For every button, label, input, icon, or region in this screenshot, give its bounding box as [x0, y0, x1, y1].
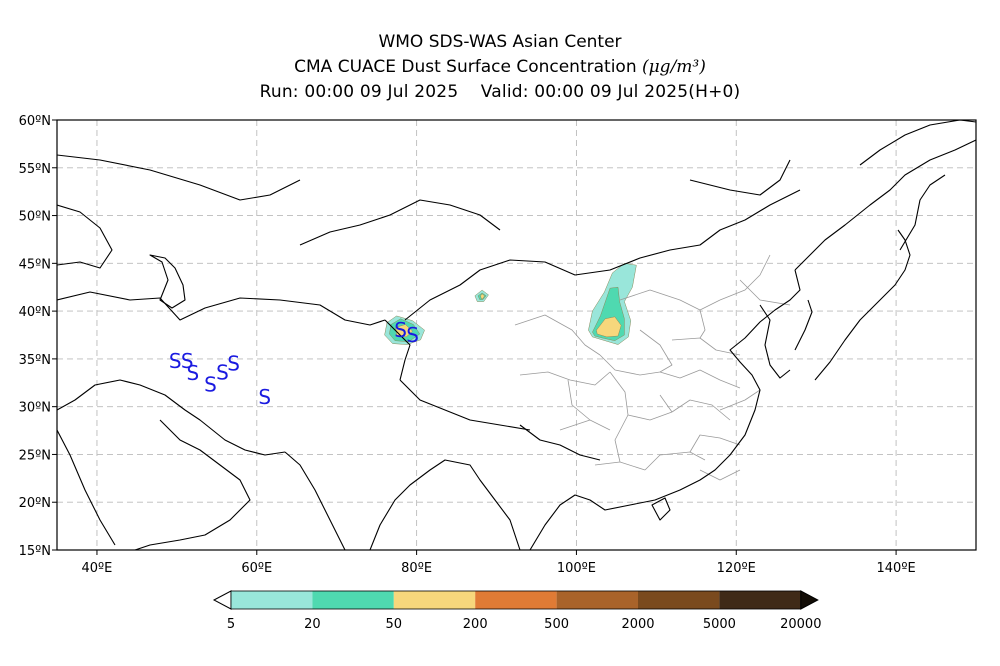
colorbar-box [231, 591, 313, 609]
dust-storm-symbol: S [406, 323, 419, 347]
coastlines-and-borders [57, 120, 976, 550]
lon-tick-label: 80ºE [401, 561, 432, 576]
dust-storm-symbol: S [394, 318, 407, 342]
lon-tick-label: 120ºE [717, 561, 756, 576]
lat-tick-label: 60ºN [19, 114, 51, 129]
lon-tick-label: 140ºE [877, 561, 916, 576]
colorbar-under-triangle [212, 590, 232, 610]
colorbar-box [475, 591, 557, 609]
title-product: CMA CUACE Dust Surface Concentration (μg… [0, 55, 1000, 80]
lat-tick-label: 15ºN [19, 544, 51, 559]
title-center: WMO SDS-WAS Asian Center [378, 32, 622, 52]
colorbar-label: 20 [304, 617, 321, 632]
lon-tick-label: 60ºE [241, 561, 272, 576]
lat-tick-label: 25ºN [19, 448, 51, 463]
colorbar-label: 200 [463, 617, 488, 632]
colorbar-label: 5000 [703, 617, 736, 632]
lat-tick-label: 50ºN [19, 210, 51, 225]
colorbar-box [312, 591, 394, 609]
dust-storm-symbol: S [204, 373, 217, 397]
lat-tick-label: 55ºN [19, 162, 51, 177]
lon-tick-label: 40ºE [82, 561, 113, 576]
colorbar: 5 20 50 200 500 2000 5000 20000 [212, 590, 821, 632]
colorbar-box [638, 591, 720, 609]
dust-storm-symbol: S [169, 349, 182, 373]
title-product-text: CMA CUACE Dust Surface Concentration [294, 57, 642, 77]
dust-areas [384, 263, 637, 345]
colorbar-label: 20000 [780, 617, 821, 632]
lat-tick-label: 45ºN [19, 257, 51, 272]
province-boundaries [514, 254, 791, 481]
colorbar-label: 5 [227, 617, 235, 632]
lat-tick-label: 40ºN [19, 305, 51, 320]
lon-tick-label: 100ºE [557, 561, 596, 576]
dust-storm-symbol: S [258, 385, 271, 409]
longitude-ticks: 40ºE 60ºE 80ºE 100ºE 120ºE 140ºE [82, 550, 916, 576]
title-unit: (μg/m³) [642, 57, 706, 77]
dust-storm-symbol: S [227, 352, 240, 376]
colorbar-label: 50 [386, 617, 403, 632]
latitude-ticks: 15ºN 20ºN 25ºN 30ºN 35ºN 40ºN 45ºN 50ºN 55ºN 60ºN [19, 114, 57, 559]
map-outlines [57, 120, 976, 550]
title-times: Run: 00:00 09 Jul 2025 Valid: 00:00 09 J… [0, 80, 1000, 105]
colorbar-over-triangle [800, 590, 819, 610]
dust-area-50-200 [596, 316, 622, 338]
dust-area-50-200 [480, 293, 485, 299]
lat-tick-label: 20ºN [19, 496, 51, 511]
lat-tick-label: 35ºN [19, 353, 51, 368]
run-time: Run: 00:00 09 Jul 2025 [259, 82, 459, 102]
colorbar-label: 500 [544, 617, 569, 632]
dust-storm-symbol: S [216, 360, 229, 384]
colorbar-box [719, 591, 801, 609]
dust-storm-symbol: S [187, 361, 200, 385]
plot-frame [56, 119, 977, 551]
dust-area-50-200 [395, 324, 413, 338]
colorbar-box [393, 591, 476, 609]
colorbar-label: 2000 [621, 617, 654, 632]
dust-storm-symbol: S [181, 349, 194, 373]
map-title-block: WMO SDS-WAS Asian Center CMA CUACE Dust … [0, 30, 1000, 105]
gridlines [57, 120, 976, 550]
valid-time: Valid: 00:00 09 Jul 2025(H+0) [480, 82, 741, 102]
lat-tick-label: 30ºN [19, 401, 51, 416]
colorbar-box [556, 591, 638, 609]
